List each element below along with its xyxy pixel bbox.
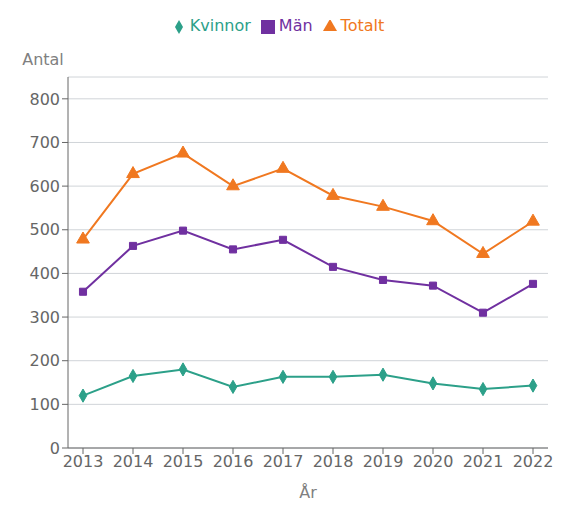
- svg-text:År: År: [299, 483, 317, 502]
- svg-text:700: 700: [29, 133, 60, 152]
- svg-text:2013: 2013: [63, 452, 104, 471]
- html-text:Män: Män: [278, 16, 313, 35]
- svg-text:100: 100: [29, 395, 60, 414]
- svg-text:2021: 2021: [463, 452, 504, 471]
- svg-text:2022: 2022: [513, 452, 554, 471]
- html-text:Kvinnor: Kvinnor: [189, 16, 251, 35]
- svg-text:2019: 2019: [363, 452, 404, 471]
- svg-text:800: 800: [29, 90, 60, 109]
- svg-text:400: 400: [29, 264, 60, 283]
- html-text:Totalt: Totalt: [340, 16, 385, 35]
- svg-text:Antal: Antal: [22, 50, 64, 69]
- svg-text:2015: 2015: [163, 452, 204, 471]
- svg-text:2016: 2016: [213, 452, 254, 471]
- svg-text:2014: 2014: [113, 452, 154, 471]
- svg-text:2018: 2018: [313, 452, 354, 471]
- svg-text:300: 300: [29, 308, 60, 327]
- svg-text:500: 500: [29, 220, 60, 239]
- svg-text:2017: 2017: [263, 452, 304, 471]
- svg-text:2020: 2020: [413, 452, 454, 471]
- svg-text:600: 600: [29, 177, 60, 196]
- svg-text:0: 0: [50, 439, 60, 458]
- svg-text:200: 200: [29, 351, 60, 370]
